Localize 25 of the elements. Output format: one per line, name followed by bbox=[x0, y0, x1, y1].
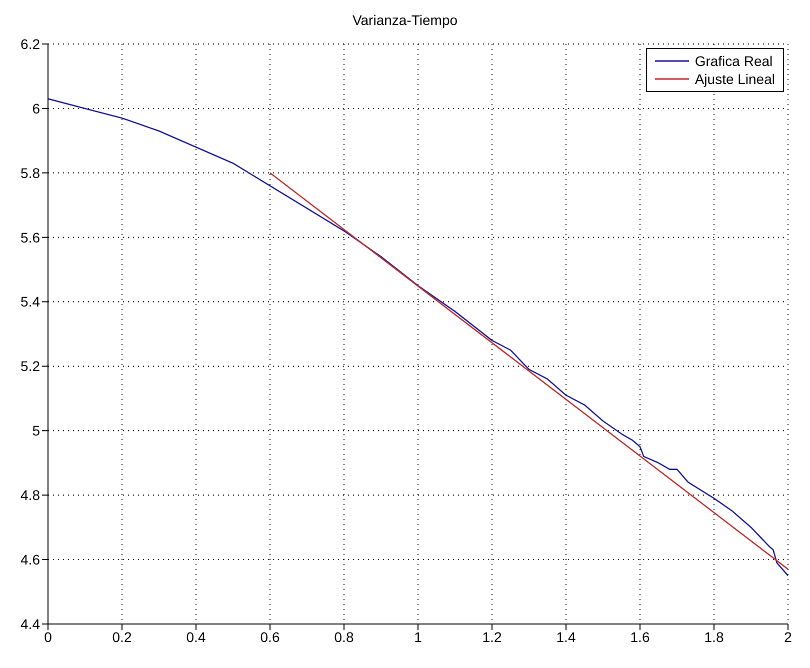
y-tick-label: 5 bbox=[32, 422, 40, 439]
x-tick-label: 0.6 bbox=[260, 628, 280, 645]
x-tick-label: 0.4 bbox=[186, 628, 206, 645]
legend-label: Grafica Real bbox=[694, 52, 773, 70]
y-tick-label: 4.4 bbox=[20, 616, 40, 632]
x-tick-label: 1.4 bbox=[556, 628, 576, 645]
y-tick-label: 6 bbox=[32, 100, 40, 116]
y-tick-label: 4.8 bbox=[20, 487, 40, 504]
x-tick-label: 1.6 bbox=[630, 628, 650, 645]
chart-title: Varianza-Tiempo bbox=[351, 11, 459, 30]
x-tick-label: 0.2 bbox=[112, 628, 132, 645]
y-tick-label: 6.2 bbox=[20, 36, 40, 52]
x-tick-label: 2 bbox=[784, 628, 792, 645]
y-tick-label: 4.6 bbox=[20, 552, 40, 568]
x-tick-label: 1.8 bbox=[704, 628, 724, 645]
line-series bbox=[48, 98, 788, 576]
x-tick-label: 1 bbox=[414, 628, 422, 645]
y-tick-label: 5.8 bbox=[20, 164, 40, 181]
x-tick-label: 1.2 bbox=[482, 628, 502, 645]
x-tick-label: 0 bbox=[44, 628, 52, 645]
y-tick-label: 5.4 bbox=[20, 294, 40, 310]
y-tick-label: 5.2 bbox=[20, 358, 40, 374]
y-tick-label: 5.6 bbox=[20, 229, 40, 246]
legend-label: Ajuste Lineal bbox=[694, 70, 775, 88]
x-tick-label: 0.8 bbox=[334, 628, 354, 645]
